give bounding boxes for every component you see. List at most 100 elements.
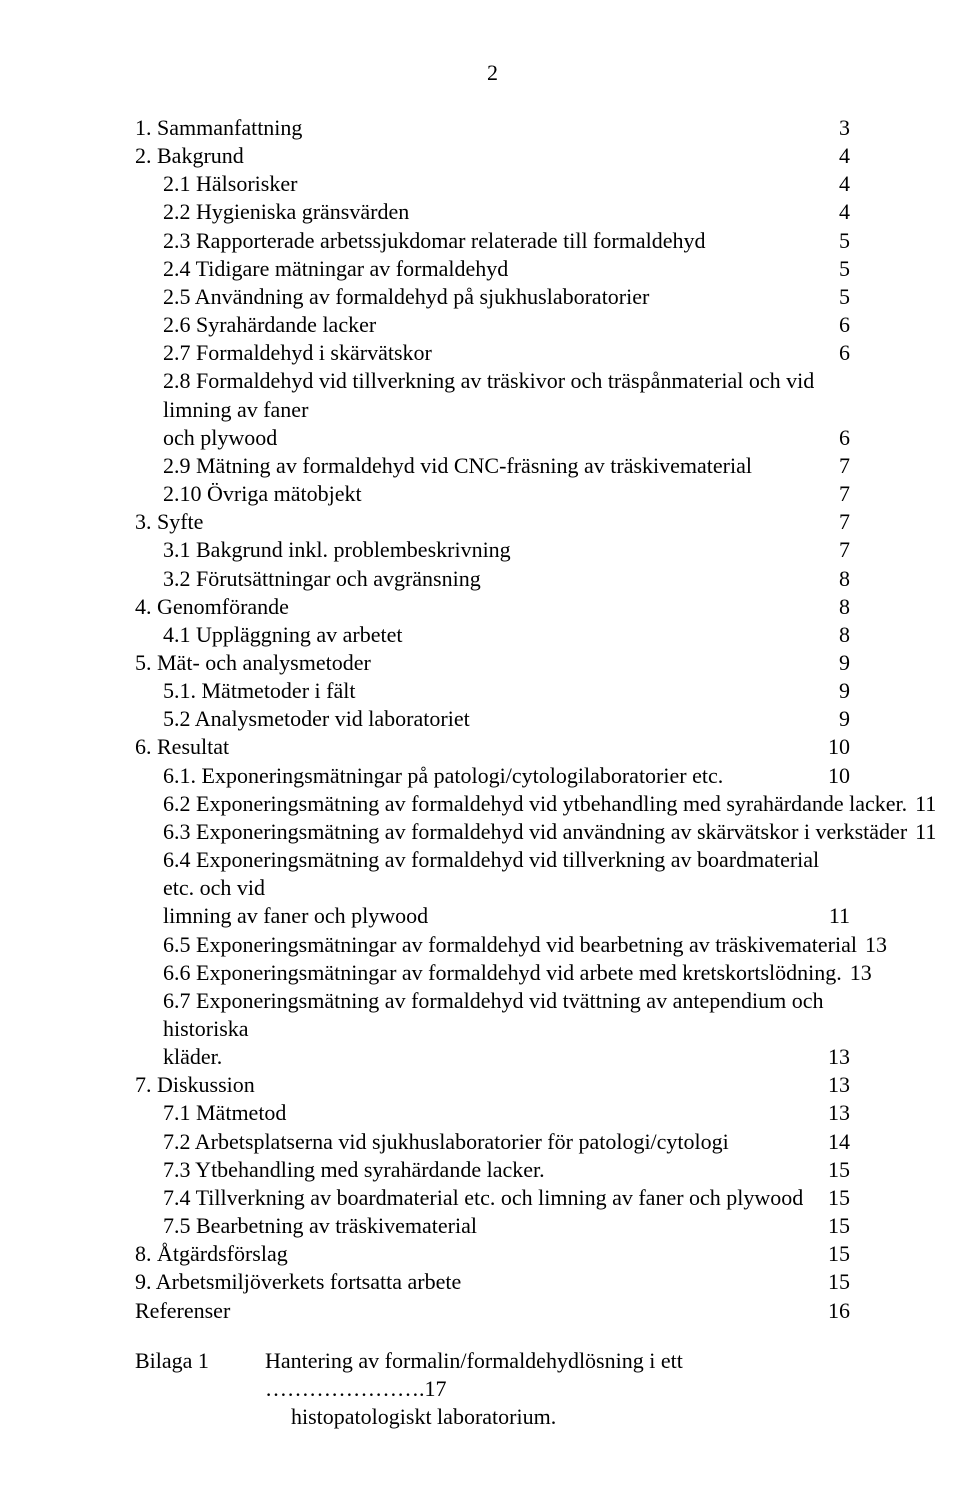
toc-entry: 7.2 Arbetsplatserna vid sjukhuslaborator… <box>135 1128 850 1156</box>
toc-entry-title: 6.5 Exponeringsmätningar av formaldehyd … <box>163 931 857 959</box>
toc-entry-page: 15 <box>828 1240 850 1268</box>
toc-entry-title: 2. Bakgrund <box>135 142 244 170</box>
toc-entry-title: 8. Åtgärdsförslag <box>135 1240 288 1268</box>
toc-entry-page: 13 <box>828 1071 850 1099</box>
toc-entry: 4. Genomförande 8 <box>135 593 850 621</box>
toc-entry-page: 4 <box>839 170 850 198</box>
toc-entry: 9. Arbetsmiljöverkets fortsatta arbete 15 <box>135 1268 850 1296</box>
toc-entry-page: 5 <box>839 227 850 255</box>
toc-entry-page: 15 <box>828 1212 850 1240</box>
toc-entry: 7.1 Mätmetod13 <box>135 1099 850 1127</box>
toc-entry: 2.7 Formaldehyd i skärvätskor6 <box>135 339 850 367</box>
toc-entry-title: 7.1 Mätmetod <box>163 1099 286 1127</box>
toc-entry-page: 6 <box>839 424 850 452</box>
toc-entry: 5.1. Mätmetoder i fält 9 <box>135 677 850 705</box>
toc-entry-page: 15 <box>828 1268 850 1296</box>
toc-entry: 7.5 Bearbetning av träskivematerial 15 <box>135 1212 850 1240</box>
toc-entry-page: 14 <box>828 1128 850 1156</box>
toc-entry: 6.5 Exponeringsmätningar av formaldehyd … <box>135 931 850 959</box>
page-number: 2 <box>135 60 850 86</box>
toc-entry: 3.2 Förutsättningar och avgränsning 8 <box>135 565 850 593</box>
toc-entry-title: 2.7 Formaldehyd i skärvätskor <box>163 339 432 367</box>
toc-entry: 2. Bakgrund 4 <box>135 142 850 170</box>
toc-entry-title: 5. Mät- och analysmetoder <box>135 649 371 677</box>
toc-entry: 3.1 Bakgrund inkl. problembeskrivning 7 <box>135 536 850 564</box>
toc-entry: 5.2 Analysmetoder vid laboratoriet9 <box>135 705 850 733</box>
toc-entry-page: 13 <box>828 1043 850 1071</box>
toc-entry-title: 7. Diskussion <box>135 1071 255 1099</box>
toc-entry-title: kläder. <box>163 1043 222 1071</box>
toc-entry-page: 7 <box>839 452 850 480</box>
toc-entry: 6. Resultat10 <box>135 733 850 761</box>
toc-entry-page: 9 <box>839 649 850 677</box>
toc-entry: 6.6 Exponeringsmätningar av formaldehyd … <box>135 959 850 987</box>
toc-entry-page: 8 <box>839 565 850 593</box>
toc-entry-title: 6. Resultat <box>135 733 229 761</box>
toc-entry-title: 1. Sammanfattning <box>135 114 302 142</box>
toc-entry-title: 6.4 Exponeringsmätning av formaldehyd vi… <box>135 846 850 902</box>
toc-entry-title: 9. Arbetsmiljöverkets fortsatta arbete <box>135 1268 461 1296</box>
toc-entry-page: 11 <box>915 790 936 818</box>
appendix-label: Bilaga 1 <box>135 1347 209 1375</box>
toc-entry: 7.3 Ytbehandling med syrahärdande lacker… <box>135 1156 850 1184</box>
toc-entry-page: 11 <box>829 902 850 930</box>
toc-entry-title: 2.5 Användning av formaldehyd på sjukhus… <box>163 283 649 311</box>
toc-entry-title: 3.1 Bakgrund inkl. problembeskrivning <box>163 536 511 564</box>
table-of-contents: 1. Sammanfattning32. Bakgrund42.1 Hälsor… <box>135 114 850 1325</box>
toc-entry-page: 11 <box>915 818 936 846</box>
toc-entry: 5. Mät- och analysmetoder 9 <box>135 649 850 677</box>
toc-entry: 2.6 Syrahärdande lacker6 <box>135 311 850 339</box>
toc-entry: 2.5 Användning av formaldehyd på sjukhus… <box>135 283 850 311</box>
toc-entry-title: 6.6 Exponeringsmätningar av formaldehyd … <box>163 959 842 987</box>
toc-entry-page: 4 <box>839 142 850 170</box>
toc-entry: 7. Diskussion 13 <box>135 1071 850 1099</box>
toc-entry: 2.2 Hygieniska gränsvärden4 <box>135 198 850 226</box>
toc-entry-title: 7.3 Ytbehandling med syrahärdande lacker… <box>163 1156 545 1184</box>
toc-entry-page: 7 <box>839 536 850 564</box>
toc-entry-title: 4.1 Uppläggning av arbetet <box>163 621 403 649</box>
toc-entry-title: 3. Syfte <box>135 508 203 536</box>
toc-entry-page: 15 <box>828 1184 850 1212</box>
toc-entry: 6.2 Exponeringsmätning av formaldehyd vi… <box>135 790 850 818</box>
toc-entry: 2.3 Rapporterade arbetssjukdomar relater… <box>135 227 850 255</box>
toc-entry-title: limning av faner och plywood <box>163 902 428 930</box>
toc-entry: 2.1 Hälsorisker 4 <box>135 170 850 198</box>
toc-entry-page: 5 <box>839 283 850 311</box>
toc-entry: 2.4 Tidigare mätningar av formaldehyd5 <box>135 255 850 283</box>
toc-entry-page: 13 <box>865 931 887 959</box>
toc-entry-title: 2.4 Tidigare mätningar av formaldehyd <box>163 255 508 283</box>
toc-entry-title: och plywood <box>163 424 277 452</box>
toc-entry-title: 3.2 Förutsättningar och avgränsning <box>163 565 481 593</box>
toc-entry-title: 5.1. Mätmetoder i fält <box>163 677 355 705</box>
toc-entry-page: 8 <box>839 621 850 649</box>
toc-entry-title: 2.9 Mätning av formaldehyd vid CNC-fräsn… <box>163 452 752 480</box>
toc-entry-title: 7.5 Bearbetning av träskivematerial <box>163 1212 477 1240</box>
toc-entry-title: 6.1. Exponeringsmätningar på patologi/cy… <box>163 762 723 790</box>
toc-entry: 6.1. Exponeringsmätningar på patologi/cy… <box>135 762 850 790</box>
toc-entry-title: 2.3 Rapporterade arbetssjukdomar relater… <box>163 227 705 255</box>
toc-entry-title: 4. Genomförande <box>135 593 289 621</box>
toc-entry-title: 6.7 Exponeringsmätning av formaldehyd vi… <box>135 987 850 1043</box>
toc-entry-title: 2.6 Syrahärdande lacker <box>163 311 376 339</box>
toc-entry-title: 2.1 Hälsorisker <box>163 170 297 198</box>
toc-entry-page: 16 <box>828 1297 850 1325</box>
toc-entry: 1. Sammanfattning 3 <box>135 114 850 142</box>
toc-entry-page: 15 <box>828 1156 850 1184</box>
toc-entry-title: 2.8 Formaldehyd vid tillverkning av träs… <box>135 367 850 423</box>
toc-entry-title: 5.2 Analysmetoder vid laboratoriet <box>163 705 470 733</box>
toc-entry-page: 3 <box>839 114 850 142</box>
toc-entry-title: 7.2 Arbetsplatserna vid sjukhuslaborator… <box>163 1128 729 1156</box>
toc-entry-page: 10 <box>828 762 850 790</box>
toc-entry-title: 6.3 Exponeringsmätning av formaldehyd vi… <box>163 818 907 846</box>
toc-entry-title: 2.10 Övriga mätobjekt <box>163 480 362 508</box>
toc-entry-page: 13 <box>850 959 872 987</box>
toc-entry-title: Referenser <box>135 1297 230 1325</box>
toc-entry: Referenser 16 <box>135 1297 850 1325</box>
toc-entry-page: 7 <box>839 480 850 508</box>
toc-entry: 2.9 Mätning av formaldehyd vid CNC-fräsn… <box>135 452 850 480</box>
toc-entry-page: 8 <box>839 593 850 621</box>
toc-entry-page: 9 <box>839 677 850 705</box>
toc-entry: 7.4 Tillverkning av boardmaterial etc. o… <box>135 1184 850 1212</box>
toc-entry-page: 7 <box>839 508 850 536</box>
toc-entry: 2.10 Övriga mätobjekt 7 <box>135 480 850 508</box>
